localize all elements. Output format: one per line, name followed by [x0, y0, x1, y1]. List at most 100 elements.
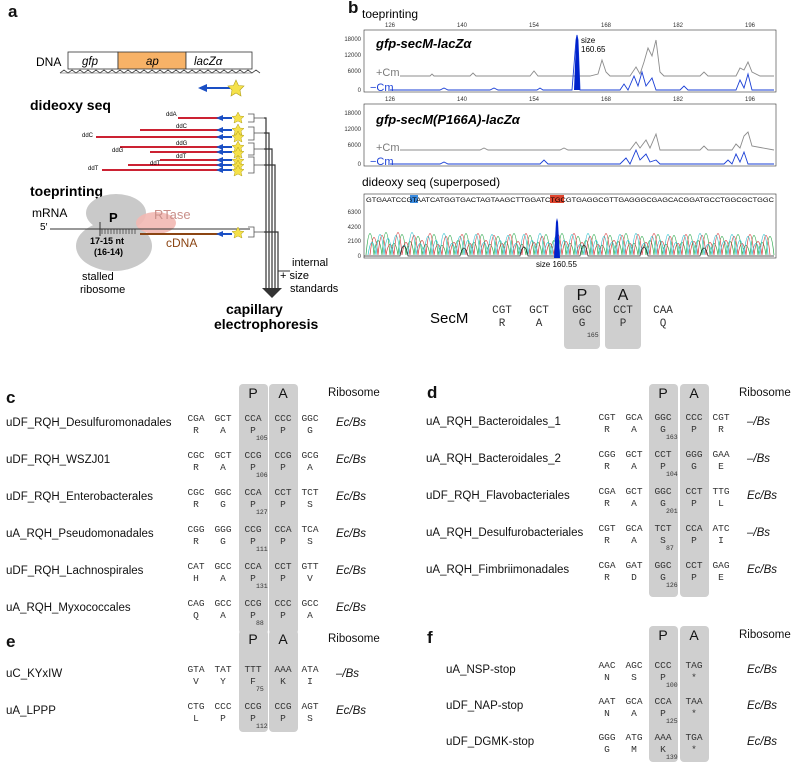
- codon-text: CGT: [598, 412, 616, 423]
- codon-text: AAA: [654, 732, 672, 743]
- amino-acid: P: [250, 425, 256, 436]
- ribosome-compat: Ec/Bs: [336, 454, 367, 466]
- secm-codon: CCT P: [608, 305, 638, 331]
- codon-text: GCT: [529, 305, 549, 317]
- amino-acid: N: [604, 672, 610, 683]
- ribosome-compat: Ec/Bs: [336, 528, 367, 540]
- codon-text: TAA: [685, 696, 703, 707]
- row-name: uA_RQH_Pseudomonadales: [6, 528, 154, 540]
- svg-text:6000: 6000: [348, 143, 362, 149]
- amino-acid: A: [631, 708, 637, 719]
- amino-acid: *: [691, 708, 697, 719]
- amino-acid: R: [718, 424, 724, 435]
- codon-text: CCG: [274, 701, 292, 712]
- dideoxy-sequence: GTGAATCCGTAATCATGGTGACTAGTAAGCTTGGATCTGC…: [366, 197, 775, 204]
- ribosome-compat: Ec/Bs: [747, 564, 778, 576]
- ribosome-compat: Ec/Bs: [336, 565, 367, 577]
- amino-acid: R: [193, 499, 199, 510]
- a-site-label: A: [689, 385, 699, 401]
- ribosome-compat: Ec/Bs: [336, 417, 367, 429]
- amino-acid: V: [307, 573, 313, 584]
- row-name: uA_RQH_Bacteroidales_1: [426, 416, 561, 428]
- codon-cell: CCG P: [268, 450, 298, 474]
- svg-text:0: 0: [358, 88, 362, 94]
- codon-text: ATC: [712, 523, 730, 534]
- row-name: uA_RQH_Fimbriimonadales: [426, 564, 570, 576]
- codon-text: CCG: [244, 598, 262, 609]
- svg-text:154: 154: [529, 97, 540, 103]
- codon-cell: AAT N: [592, 696, 622, 720]
- codon-cell: AGC S: [619, 660, 649, 684]
- codon-text: CCC: [685, 412, 703, 423]
- secm-codon: CGT R: [487, 305, 517, 331]
- codon-text: CCT: [685, 486, 703, 497]
- codon-cell: CGC R: [181, 487, 211, 511]
- amino-acid: A: [631, 535, 637, 546]
- trace1-plus-line: [400, 39, 774, 77]
- seq-highlight-blue: [410, 195, 418, 203]
- dd-label-g1: ddG: [176, 141, 188, 147]
- codon-text: GAG: [712, 560, 730, 571]
- codon-cell: CGG R: [181, 524, 211, 548]
- ribosome-small-subunit: [86, 194, 146, 232]
- amino-acid: D: [631, 572, 637, 583]
- dd-label-c2: ddC: [82, 133, 94, 139]
- svg-text:182: 182: [673, 97, 684, 103]
- codon-cell: CCT P: [679, 560, 709, 584]
- amino-acid: M: [631, 744, 637, 755]
- ribosome-compat: Ec/Bs: [336, 602, 367, 614]
- amino-acid: E: [718, 572, 724, 583]
- dideoxy-peak: [554, 218, 560, 258]
- codon-cell: CCG P 111: [238, 524, 268, 553]
- codon-text: GGG: [214, 524, 232, 535]
- lane-brackets: [248, 113, 264, 238]
- dideoxy-cyan-trace: [367, 232, 769, 256]
- codon-text: CCG: [244, 701, 262, 712]
- svg-text:140: 140: [457, 23, 468, 29]
- codon-cell: CCA P 131: [238, 561, 268, 590]
- amino-acid: G: [660, 498, 666, 509]
- amino-acid: P: [660, 672, 666, 683]
- cdna-label: cDNA: [166, 236, 197, 250]
- p-site-label: P: [658, 385, 668, 401]
- svg-text:6000: 6000: [348, 69, 362, 75]
- row-name: uDF_RQH_WSZJ01: [6, 454, 111, 466]
- amino-acid: I: [718, 535, 724, 546]
- codon-cell: GGC G: [208, 487, 238, 511]
- svg-text:126: 126: [385, 23, 396, 29]
- codon-cell: AAA K 139: [648, 732, 678, 761]
- a-site-label: A: [278, 631, 288, 647]
- codon-cell: AAC N: [592, 660, 622, 684]
- codon-position: 165: [587, 332, 599, 339]
- amino-acid: G: [691, 461, 697, 472]
- row-name: uDF_RQH_Enterobacterales: [6, 491, 154, 503]
- codon-text: GCT: [625, 449, 643, 460]
- codon-text: CCC: [214, 701, 232, 712]
- peak-size-label: size: [581, 36, 596, 45]
- codon-cell: GCT A: [208, 450, 238, 474]
- codon-cell: GCA A: [619, 696, 649, 720]
- codon-cell: CCC P: [268, 598, 298, 622]
- codon-text: GGG: [685, 449, 703, 460]
- trace1-minus-cm: −Cm: [370, 82, 394, 94]
- codon-text: AAC: [598, 660, 616, 671]
- secm-a-site-box: [605, 285, 641, 349]
- codon-position: 111: [256, 546, 268, 553]
- codon-cell: GGC G 163: [648, 412, 678, 441]
- codon-position: 112: [256, 723, 268, 730]
- codon-text: CCT: [613, 305, 633, 317]
- codon-cell: GCT A: [619, 486, 649, 510]
- codon-text: TGA: [685, 732, 703, 743]
- ribosome-large-subunit: [76, 221, 152, 271]
- a-site-box: [269, 384, 298, 634]
- codon-cell: GGG G: [592, 732, 622, 756]
- codon-position: 106: [256, 472, 268, 479]
- secm-codon: CAA Q: [648, 305, 678, 331]
- dideoxy-size-label: size 160.55: [536, 260, 577, 269]
- trace1-title: gfp-secM-lacZα: [375, 36, 472, 51]
- codon-cell: CCA P: [268, 524, 298, 548]
- codon-text: CGA: [187, 413, 205, 424]
- amino-acid: Q: [659, 318, 667, 330]
- codon-text: TCA: [301, 524, 319, 535]
- codon-text: CAT: [187, 561, 205, 572]
